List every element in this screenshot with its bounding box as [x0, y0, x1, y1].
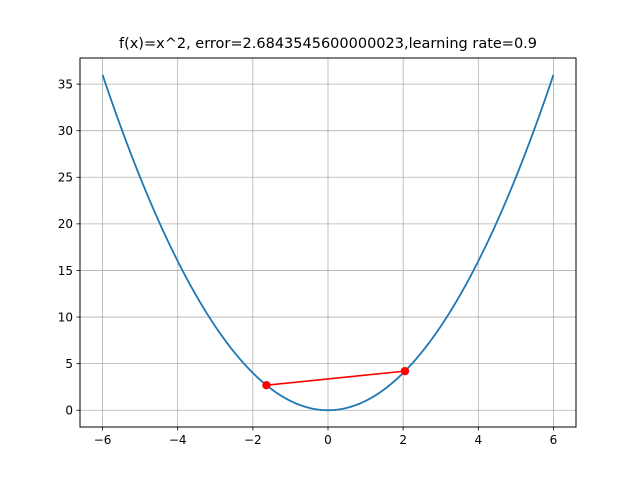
- step-point: [400, 366, 410, 376]
- y-tick-label: 10: [58, 310, 73, 324]
- step-line: [266, 370, 406, 387]
- x-axis: −6 −4 −2 0 2 4 6: [94, 427, 558, 447]
- curve-line: [101, 74, 555, 412]
- chart-title: f(x)=x^2, error=2.6843545600000023,learn…: [119, 36, 537, 52]
- x-tick-label: 6: [550, 433, 558, 447]
- y-tick-label: 35: [58, 77, 73, 91]
- x-tick-label: 0: [324, 433, 332, 447]
- x-tick-label: −6: [94, 433, 112, 447]
- series-layer: [101, 74, 555, 412]
- y-tick-label: 30: [58, 124, 73, 138]
- step-point: [262, 381, 271, 390]
- x-tick-label: −4: [169, 433, 187, 447]
- x-tick-label: −2: [244, 433, 262, 447]
- x-tick-label: 2: [399, 433, 407, 447]
- x-tick-label: 4: [474, 433, 482, 447]
- y-tick-label: 0: [65, 404, 73, 418]
- grid: [80, 58, 576, 427]
- y-tick-label: 25: [58, 171, 73, 185]
- y-tick-label: 20: [58, 217, 73, 231]
- y-axis: 0 5 10 15 20 25 30 35: [58, 77, 80, 418]
- y-tick-label: 15: [58, 264, 73, 278]
- y-tick-label: 5: [65, 357, 73, 371]
